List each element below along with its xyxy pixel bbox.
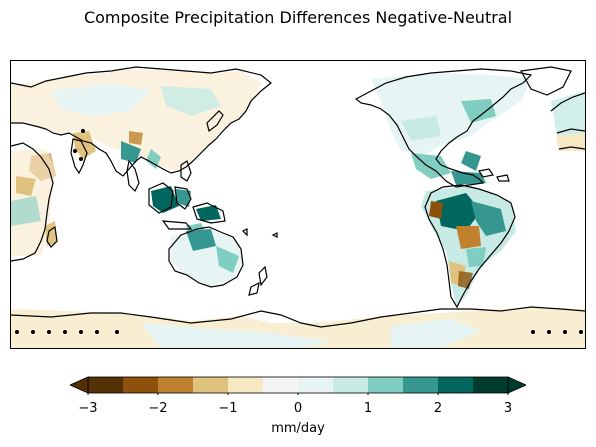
colorbar-extend-min (70, 376, 89, 394)
colorbar-tick-label: −3 (78, 401, 98, 416)
land-shading (11, 69, 585, 306)
colorbar (70, 376, 526, 395)
colorbar-tick-label: 2 (433, 401, 443, 416)
colorbar-cell (368, 377, 404, 393)
colorbar-cell (333, 377, 369, 393)
colorbar-tick-label: 1 (363, 401, 373, 416)
map-panel (10, 60, 586, 349)
coastlines (11, 66, 585, 328)
precip-map (11, 66, 585, 348)
significance-dots (15, 129, 583, 334)
colorbar-tick-label: −1 (218, 401, 238, 416)
colorbar-cell (298, 377, 334, 393)
colorbar-tick-label: 3 (503, 401, 513, 416)
colorbar-cell (263, 377, 299, 393)
colorbar-cell (88, 377, 124, 393)
colorbar-label: mm/day (271, 421, 325, 436)
colorbar-cell (438, 377, 474, 393)
colorbar-tick-label: 0 (293, 401, 303, 416)
colorbar-cell (158, 377, 194, 393)
colorbar-cell (403, 377, 439, 393)
colorbar-cell (193, 377, 229, 393)
colorbar-extend-max (507, 376, 526, 394)
colorbar-cell (228, 377, 264, 393)
colorbar-cell (473, 377, 509, 393)
figure-title: Composite Precipitation Differences Nega… (83, 8, 513, 27)
colorbar-cell (123, 377, 159, 393)
colorbar-tick-label: −2 (148, 401, 168, 416)
